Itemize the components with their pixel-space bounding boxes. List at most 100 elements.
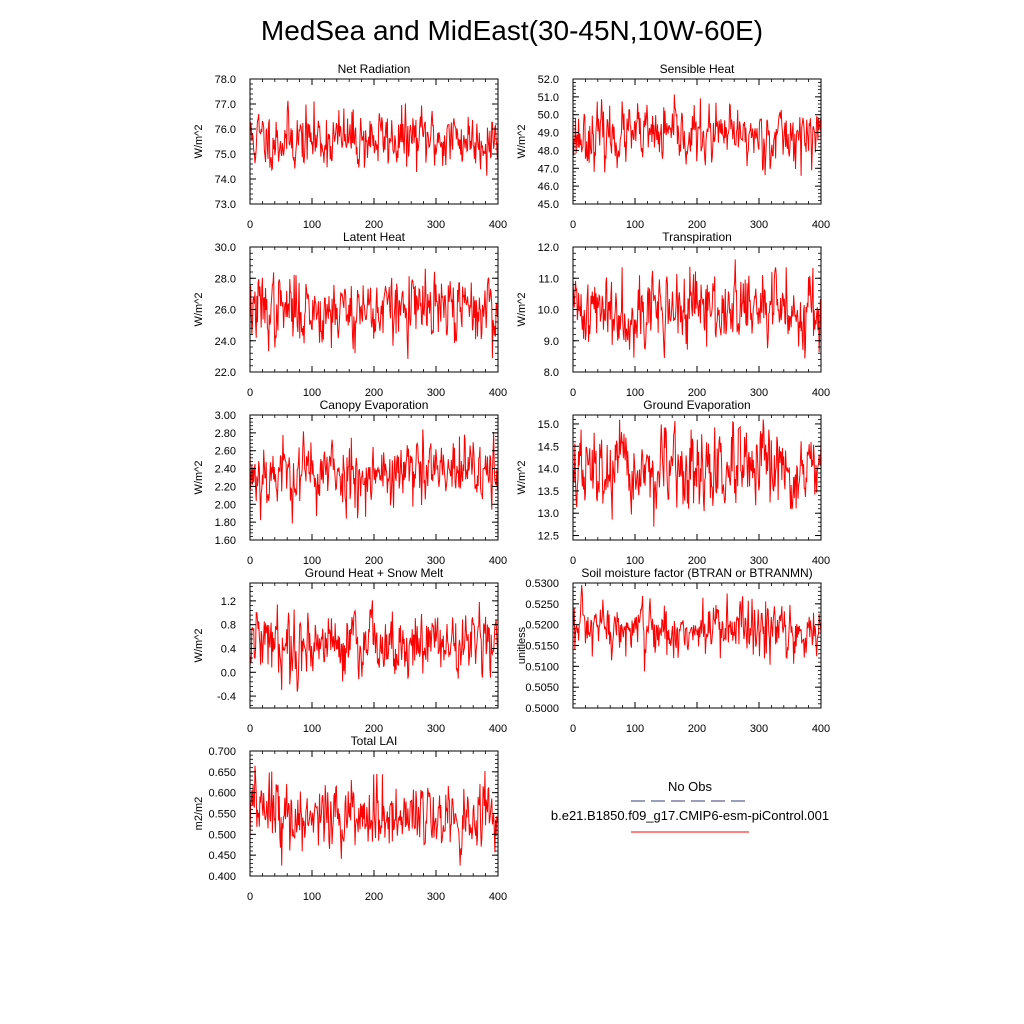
y-tick-label: 9.0 [544,336,559,348]
y-tick-label: 8.0 [544,367,559,379]
x-tick-label: 400 [812,387,830,399]
y-tick-label: 46.0 [538,181,559,193]
x-tick-label: 300 [750,219,768,231]
series-line [249,429,499,524]
legend-obs-label: No Obs [668,779,713,794]
y-tick-label: 48.0 [538,145,559,157]
y-tick-label: 76.0 [215,124,236,136]
y-tick-label: 28.0 [215,273,236,285]
y-tick-label: 0.600 [208,788,236,800]
panel-soil-moisture-factor: Soil moisture factor (BTRAN or BTRANMN) u… [516,566,830,735]
panel-title: Soil moisture factor (BTRAN or BTRANMN) [581,566,812,580]
y-tick-label: 78.0 [215,74,236,86]
panel-ground-evaporation: Ground Evaporation W/m^2 0 100 200 300 400 15.0… [516,398,830,567]
y-axis-label: W/m^2 [193,125,205,159]
y-tick-label: 75.0 [215,149,236,161]
x-tick-label: 100 [303,891,321,903]
y-tick-label: 14.5 [538,441,559,453]
x-tick-label: 0 [247,387,253,399]
x-tick-label: 0 [570,387,576,399]
panels-group: Net Radiation W/m^2 0 100 200 300 400 78.0 77.0 7… [193,62,830,903]
y-tick-label: 0.5250 [525,599,559,611]
y-tick-label: 0.650 [208,767,236,779]
series-line [249,765,499,866]
x-tick-label: 300 [750,723,768,735]
y-tick-label: 52.0 [538,74,559,86]
panel-transpiration: Transpiration W/m^2 0 100 200 300 400 12.0 11.0 1… [516,230,830,399]
panel-title: Net Radiation [338,62,411,76]
y-tick-label: 3.00 [215,410,236,422]
x-tick-label: 0 [570,723,576,735]
panel-title: Canopy Evaporation [320,398,429,412]
x-tick-label: 0 [570,219,576,231]
y-axis-label: W/m^2 [193,629,205,663]
y-tick-label: 47.0 [538,163,559,175]
panel-title: Total LAI [351,734,398,748]
y-tick-label: 2.20 [215,481,236,493]
x-tick-label: 100 [303,555,321,567]
y-tick-label: 11.0 [538,273,559,285]
series-line [572,585,822,672]
x-tick-label: 300 [427,891,445,903]
x-tick-label: 200 [688,555,706,567]
y-tick-label: 1.2 [221,596,236,608]
x-tick-label: 400 [489,387,507,399]
x-tick-label: 300 [427,723,445,735]
y-tick-label: 2.60 [215,446,236,458]
y-tick-label: 13.0 [538,508,559,520]
y-tick-label: 0.5300 [525,578,559,590]
y-tick-label: 50.0 [538,110,559,122]
figure-title: MedSea and MidEast(30-45N,10W-60E) [261,15,763,46]
legend: No Obs b.e21.B1850.f09_g17.CMIP6-esm-piC… [551,779,829,833]
x-tick-label: 300 [427,555,445,567]
panel-title: Ground Heat + Snow Melt [305,566,444,580]
y-axis-label: W/m^2 [516,125,528,159]
y-tick-label: 22.0 [215,367,236,379]
y-tick-label: 1.80 [215,517,236,529]
y-tick-label: 30.0 [215,242,236,254]
y-tick-label: 2.80 [215,428,236,440]
x-tick-label: 100 [303,723,321,735]
plot-frame [572,582,822,709]
y-tick-label: 0.550 [208,809,236,821]
y-tick-label: 0.500 [208,829,236,841]
x-tick-label: 0 [247,723,253,735]
series-line [572,259,822,359]
x-tick-label: 200 [365,555,383,567]
x-tick-label: 200 [365,891,383,903]
y-tick-label: 14.0 [538,464,559,476]
panel-title: Sensible Heat [660,62,735,76]
y-tick-label: 0.450 [208,850,236,862]
x-tick-label: 100 [626,555,644,567]
y-tick-label: 77.0 [215,99,236,111]
y-tick-label: 0.5200 [525,620,559,632]
panel-latent-heat: Latent Heat W/m^2 0 100 200 300 400 30.0 28.0 26.… [193,230,507,399]
y-tick-label: 51.0 [538,92,559,104]
x-tick-label: 400 [489,219,507,231]
x-tick-label: 200 [688,219,706,231]
panel-sensible-heat: Sensible Heat W/m^2 0 100 200 300 400 52.0 51.0 5… [516,62,830,231]
x-tick-label: 100 [303,387,321,399]
y-tick-label: 2.00 [215,499,236,511]
x-tick-label: 200 [365,219,383,231]
x-tick-label: 300 [750,387,768,399]
series-line [249,600,499,692]
y-tick-label: 0.5150 [525,641,559,653]
y-tick-label: 0.5050 [525,682,559,694]
series-line [249,100,499,176]
x-tick-label: 300 [427,387,445,399]
x-tick-label: 0 [570,555,576,567]
y-tick-label: 0.5100 [525,661,559,673]
y-tick-label: 26.0 [215,305,236,317]
x-tick-label: 100 [626,219,644,231]
y-tick-label: 24.0 [215,336,236,348]
x-tick-label: 200 [365,723,383,735]
panel-ground-heat-snow-melt: Ground Heat + Snow Melt W/m^2 0 100 200 300 40… [193,566,507,735]
y-tick-label: 13.5 [538,486,559,498]
y-tick-label: 12.0 [538,242,559,254]
x-tick-label: 100 [626,723,644,735]
x-tick-label: 300 [750,555,768,567]
x-tick-label: 400 [812,219,830,231]
x-tick-label: 400 [812,723,830,735]
